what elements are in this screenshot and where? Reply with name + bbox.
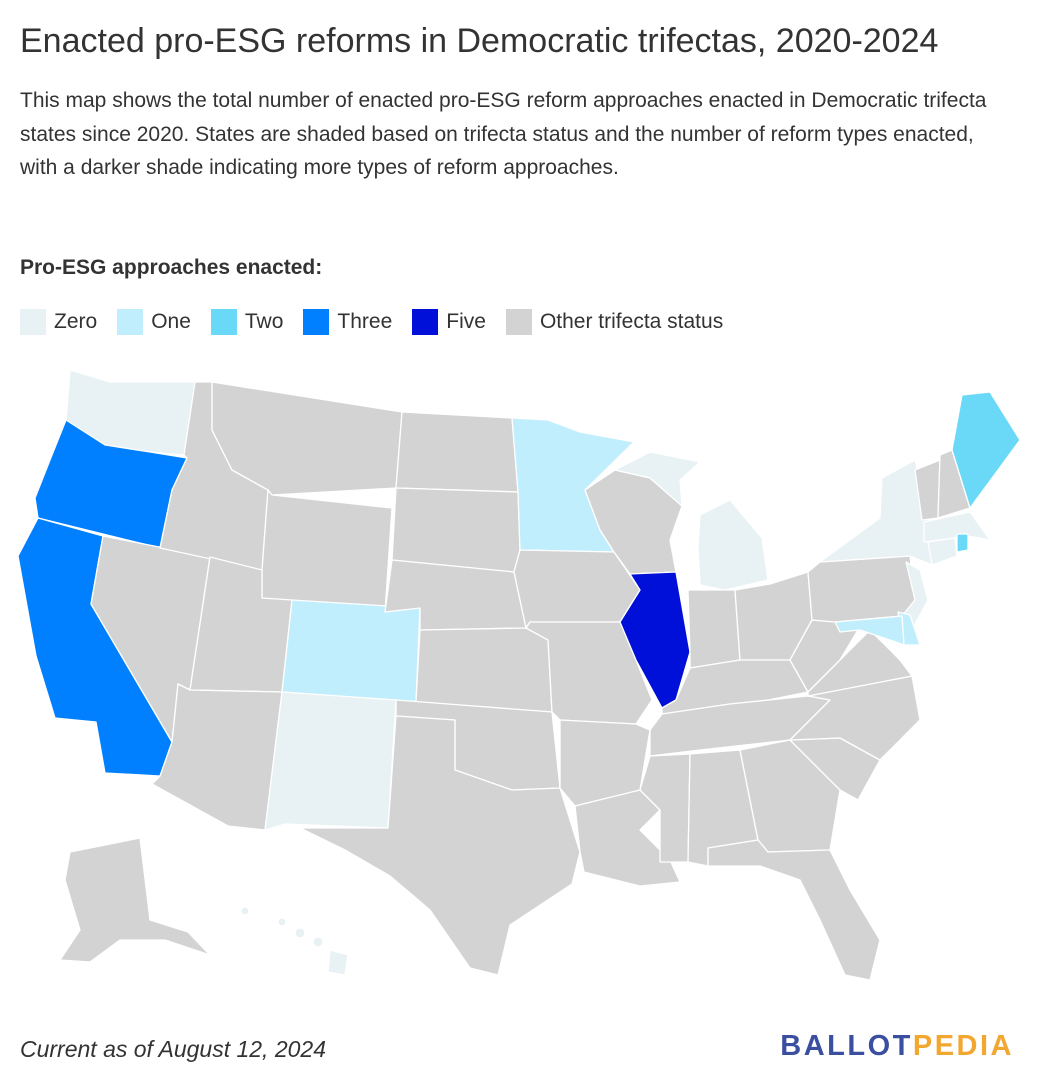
state-indiana (687, 589, 741, 669)
state-maryland (834, 615, 905, 646)
legend-swatch-five (412, 309, 439, 335)
state-michigan (614, 451, 701, 507)
legend-swatch-zero (20, 309, 46, 335)
state-alaska (59, 837, 211, 963)
map-title: Enacted pro-ESG reforms in Democratic tr… (20, 22, 939, 60)
legend-title: Pro-ESG approaches enacted: (20, 256, 323, 279)
legend-label-zero: Zero (54, 310, 98, 333)
logo-text-1: BALLOT (780, 1030, 913, 1062)
state-south-dakota (391, 487, 521, 573)
state-north-dakota (395, 411, 519, 493)
us-map (17, 369, 1021, 981)
state-kansas (415, 627, 553, 713)
legend-item-one: One (117, 309, 191, 335)
logo-text-2: PEDIA (912, 1030, 1014, 1062)
legend-swatch-other (505, 309, 532, 335)
state-colorado (281, 599, 421, 703)
legend-label-five: Five (446, 310, 486, 333)
legend-item-five: Five (412, 309, 486, 335)
state-hawaii (240, 906, 349, 976)
state-michigan-lower (697, 499, 769, 591)
state-massachusetts (923, 511, 991, 543)
legend-label-two: Two (244, 310, 284, 333)
legend-label-three: Three (337, 310, 393, 333)
legend-item-zero: Zero (20, 309, 97, 335)
legend-item-other: Other trifecta status (505, 309, 724, 335)
footer-date: Current as of August 12, 2024 (20, 1036, 327, 1062)
state-rhode-island (956, 533, 969, 553)
legend-label-other: Other trifecta status (539, 310, 724, 333)
state-wyoming (261, 489, 393, 613)
legend-item-two: Two (210, 309, 284, 335)
legend-item-three: Three (303, 309, 392, 335)
state-new-mexico (264, 691, 397, 831)
legend-swatch-two (210, 309, 237, 335)
map-subtitle: This map shows the total number of enact… (20, 89, 987, 179)
state-north-carolina (789, 675, 921, 761)
ballotpedia-logo: BALLOTPEDIA (780, 1030, 1014, 1063)
legend-swatch-three (303, 309, 330, 335)
state-texas (299, 715, 581, 976)
state-florida (707, 839, 881, 981)
legend: Zero One Two Three Five Other trifecta s… (20, 309, 743, 335)
state-maine (951, 391, 1021, 509)
state-connecticut (927, 537, 958, 566)
legend-label-one: One (151, 310, 191, 333)
legend-swatch-one (117, 309, 144, 335)
